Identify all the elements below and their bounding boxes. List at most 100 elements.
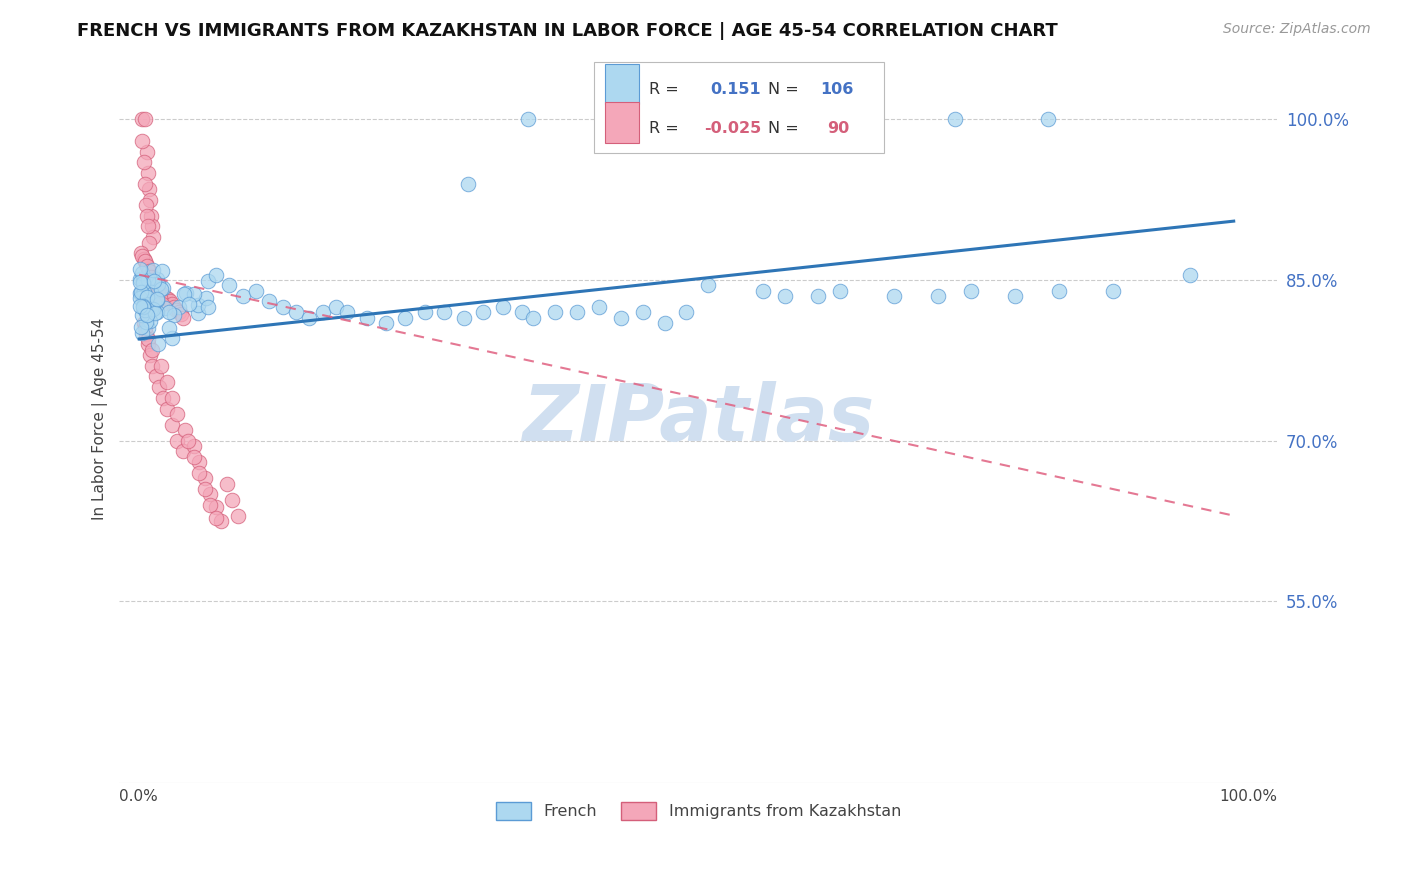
Text: N =: N =: [768, 82, 799, 97]
Point: [135, 326, 157, 341]
Point: [141, 273, 163, 287]
Point: [148, 380, 170, 394]
Point: [136, 332, 159, 346]
Point: [153, 301, 176, 316]
Point: [135, 209, 157, 223]
Point: [134, 177, 156, 191]
Point: [132, 273, 155, 287]
Point: [204, 500, 226, 514]
Point: [167, 300, 190, 314]
Point: [138, 182, 160, 196]
Point: [173, 287, 195, 301]
Point: [160, 391, 183, 405]
Point: [160, 296, 183, 310]
Point: [174, 423, 197, 437]
Point: [325, 300, 347, 314]
Point: [807, 289, 830, 303]
Point: [146, 292, 169, 306]
Point: [135, 259, 157, 273]
Point: [828, 284, 851, 298]
Point: [188, 466, 211, 480]
Point: [135, 145, 157, 159]
Point: [516, 112, 538, 127]
Point: [146, 305, 169, 319]
Point: [139, 348, 162, 362]
Point: [142, 296, 165, 310]
Point: [138, 235, 160, 250]
Point: [132, 316, 155, 330]
Point: [298, 310, 321, 325]
Point: [163, 300, 186, 314]
Point: [139, 313, 162, 327]
Point: [697, 278, 720, 293]
Text: 100.0%: 100.0%: [1219, 789, 1278, 804]
Point: [135, 293, 157, 308]
Point: [631, 305, 654, 319]
Point: [134, 112, 156, 127]
Point: [565, 305, 588, 319]
Point: [142, 262, 165, 277]
Point: [453, 310, 475, 325]
Point: [139, 193, 162, 207]
Point: [183, 450, 205, 464]
Text: R =: R =: [648, 82, 679, 97]
Point: [271, 300, 294, 314]
Point: [197, 300, 219, 314]
Point: [156, 293, 179, 307]
Point: [134, 321, 156, 335]
FancyBboxPatch shape: [605, 103, 640, 143]
Point: [141, 359, 163, 373]
Point: [183, 286, 205, 301]
Point: [1004, 289, 1026, 303]
Text: Source: ZipAtlas.com: Source: ZipAtlas.com: [1223, 22, 1371, 37]
Point: [134, 253, 156, 268]
Point: [134, 302, 156, 317]
Point: [221, 492, 243, 507]
Point: [131, 250, 153, 264]
Point: [152, 280, 174, 294]
Point: [204, 510, 226, 524]
Point: [145, 282, 167, 296]
Point: [375, 316, 398, 330]
Point: [155, 401, 177, 416]
Point: [132, 277, 155, 291]
Point: [131, 266, 153, 280]
Point: [285, 305, 308, 319]
Point: [176, 285, 198, 300]
Point: [136, 273, 159, 287]
Point: [172, 310, 194, 325]
Point: [166, 434, 188, 448]
Point: [132, 285, 155, 300]
Point: [187, 298, 209, 312]
Point: [752, 284, 775, 298]
Point: [510, 305, 533, 319]
Point: [129, 319, 152, 334]
Point: [129, 285, 152, 300]
Point: [131, 112, 153, 127]
Point: [166, 407, 188, 421]
Point: [218, 278, 240, 293]
Point: [413, 305, 436, 319]
Text: ZIPatlas: ZIPatlas: [523, 381, 875, 458]
Point: [136, 337, 159, 351]
Point: [943, 112, 966, 127]
Point: [142, 230, 165, 244]
Point: [215, 476, 238, 491]
Point: [135, 290, 157, 304]
Point: [1036, 112, 1059, 127]
Point: [132, 298, 155, 312]
Legend: French, Immigrants from Kazakhstan: French, Immigrants from Kazakhstan: [489, 795, 908, 826]
Point: [245, 284, 267, 298]
Point: [146, 293, 169, 307]
Point: [146, 337, 169, 351]
Point: [160, 331, 183, 345]
Point: [136, 219, 159, 234]
Point: [1047, 284, 1070, 298]
Point: [145, 369, 167, 384]
Point: [522, 310, 544, 325]
Text: N =: N =: [768, 120, 799, 136]
Point: [845, 112, 868, 127]
Point: [145, 280, 167, 294]
Point: [188, 455, 211, 469]
Point: [159, 294, 181, 309]
